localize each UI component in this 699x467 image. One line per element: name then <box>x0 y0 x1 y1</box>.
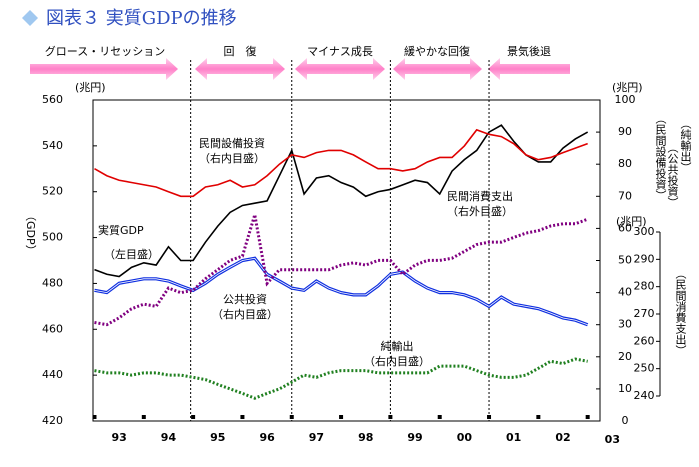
annotation: 実質GDP <box>98 223 144 237</box>
y2-tick-label: 60 <box>618 221 632 234</box>
x-tick-label: 03 <box>605 433 620 446</box>
y3-unit: (兆円) <box>616 215 647 228</box>
y3-tick-label: 260 <box>634 334 655 347</box>
x-tick <box>339 415 344 419</box>
y-tick-label: 440 <box>42 368 63 381</box>
y3-tick-label: 290 <box>634 252 655 265</box>
x-tick-label: 99 <box>407 431 422 444</box>
x-tick-label: 01 <box>506 431 521 444</box>
y2-tick-label: 90 <box>618 125 632 138</box>
y2-tick-label: 80 <box>618 157 632 170</box>
annotation: （右内目盛） <box>364 354 430 368</box>
series-line <box>94 357 588 400</box>
series-line <box>94 124 589 278</box>
annotation: （右内目盛） <box>212 307 278 321</box>
x-tick <box>141 415 146 419</box>
y-label: （GDP） <box>24 210 37 256</box>
phase-label: 景気後退 <box>507 44 551 58</box>
series-line-inner <box>94 257 588 326</box>
y2-tick-label: 100 <box>615 93 636 106</box>
phase-label: 緩やかな回復 <box>404 45 470 58</box>
chart-title: 図表３ 実質GDPの推移 <box>46 8 237 29</box>
x-tick-label: 02 <box>555 431 570 444</box>
x-tick <box>536 415 541 419</box>
y3-tick-label: 240 <box>634 389 655 402</box>
x-tick-label: 94 <box>161 431 177 444</box>
arrow <box>295 58 385 80</box>
y2-tick-label: 50 <box>618 254 632 267</box>
x-tick-label: 93 <box>111 431 126 444</box>
x-tick-label: 97 <box>309 431 324 444</box>
y-tick-label: 460 <box>42 322 63 335</box>
x-tick <box>191 415 196 419</box>
annotation: 純輸出 <box>381 339 414 353</box>
title-icon <box>22 10 38 26</box>
y2-tick-label: 10 <box>618 382 632 395</box>
phase-label: マイナス成長 <box>307 45 373 58</box>
x-tick <box>240 415 245 419</box>
annotation: （右外目盛） <box>447 204 513 218</box>
y-unit: (兆円) <box>75 81 106 94</box>
arrow <box>488 58 570 80</box>
annotation: 民間消費支出 <box>447 189 513 203</box>
x-tick <box>437 415 442 419</box>
y3-tick-label: 280 <box>634 280 655 293</box>
y3-tick-label: 250 <box>634 362 655 375</box>
y3-tick-label: 300 <box>634 225 655 238</box>
annotation: （右内目盛） <box>199 151 265 165</box>
y2-unit: (兆円) <box>612 81 643 94</box>
y2-label: （純輸出） <box>679 118 692 173</box>
series-line <box>94 128 588 198</box>
x-tick-label: 96 <box>259 431 275 444</box>
phase-arrows <box>30 58 570 80</box>
plot-frame <box>92 99 601 422</box>
phase-label: 回 復 <box>224 45 257 58</box>
x-tick <box>92 415 97 419</box>
x-tick-label: 95 <box>210 431 225 444</box>
x-tick-label: 98 <box>358 431 373 444</box>
y-tick-label: 480 <box>42 276 63 289</box>
y2-tick-label: 0 <box>622 414 629 427</box>
arrow <box>30 58 178 80</box>
x-tick-label: 00 <box>457 431 473 444</box>
y2-tick-label: 70 <box>618 189 632 202</box>
series-line <box>94 214 589 327</box>
y-tick-label: 420 <box>42 414 63 427</box>
y-tick-label: 540 <box>42 139 63 152</box>
arrow <box>393 58 482 80</box>
y3-tick-label: 270 <box>634 307 655 320</box>
y2-tick-label: 30 <box>618 318 632 331</box>
phase-label: グロース・リセッション <box>45 44 165 58</box>
y3-label: （民間消費支出） <box>674 268 687 356</box>
y2-label: （民間設備投資） <box>654 113 667 201</box>
annotation: 公共投資 <box>223 292 267 306</box>
x-tick <box>585 415 590 419</box>
annotation: 民間設備投資 <box>199 136 265 150</box>
y2-label: （公共投資） <box>666 142 679 208</box>
annotation: （左目盛） <box>104 247 159 261</box>
y2-tick-label: 20 <box>618 350 632 363</box>
y-tick-label: 560 <box>42 93 63 106</box>
arrow <box>195 58 285 80</box>
y-tick-label: 500 <box>42 231 63 244</box>
series-line <box>94 256 589 327</box>
y2-tick-label: 40 <box>618 286 632 299</box>
y-tick-label: 520 <box>42 185 63 198</box>
